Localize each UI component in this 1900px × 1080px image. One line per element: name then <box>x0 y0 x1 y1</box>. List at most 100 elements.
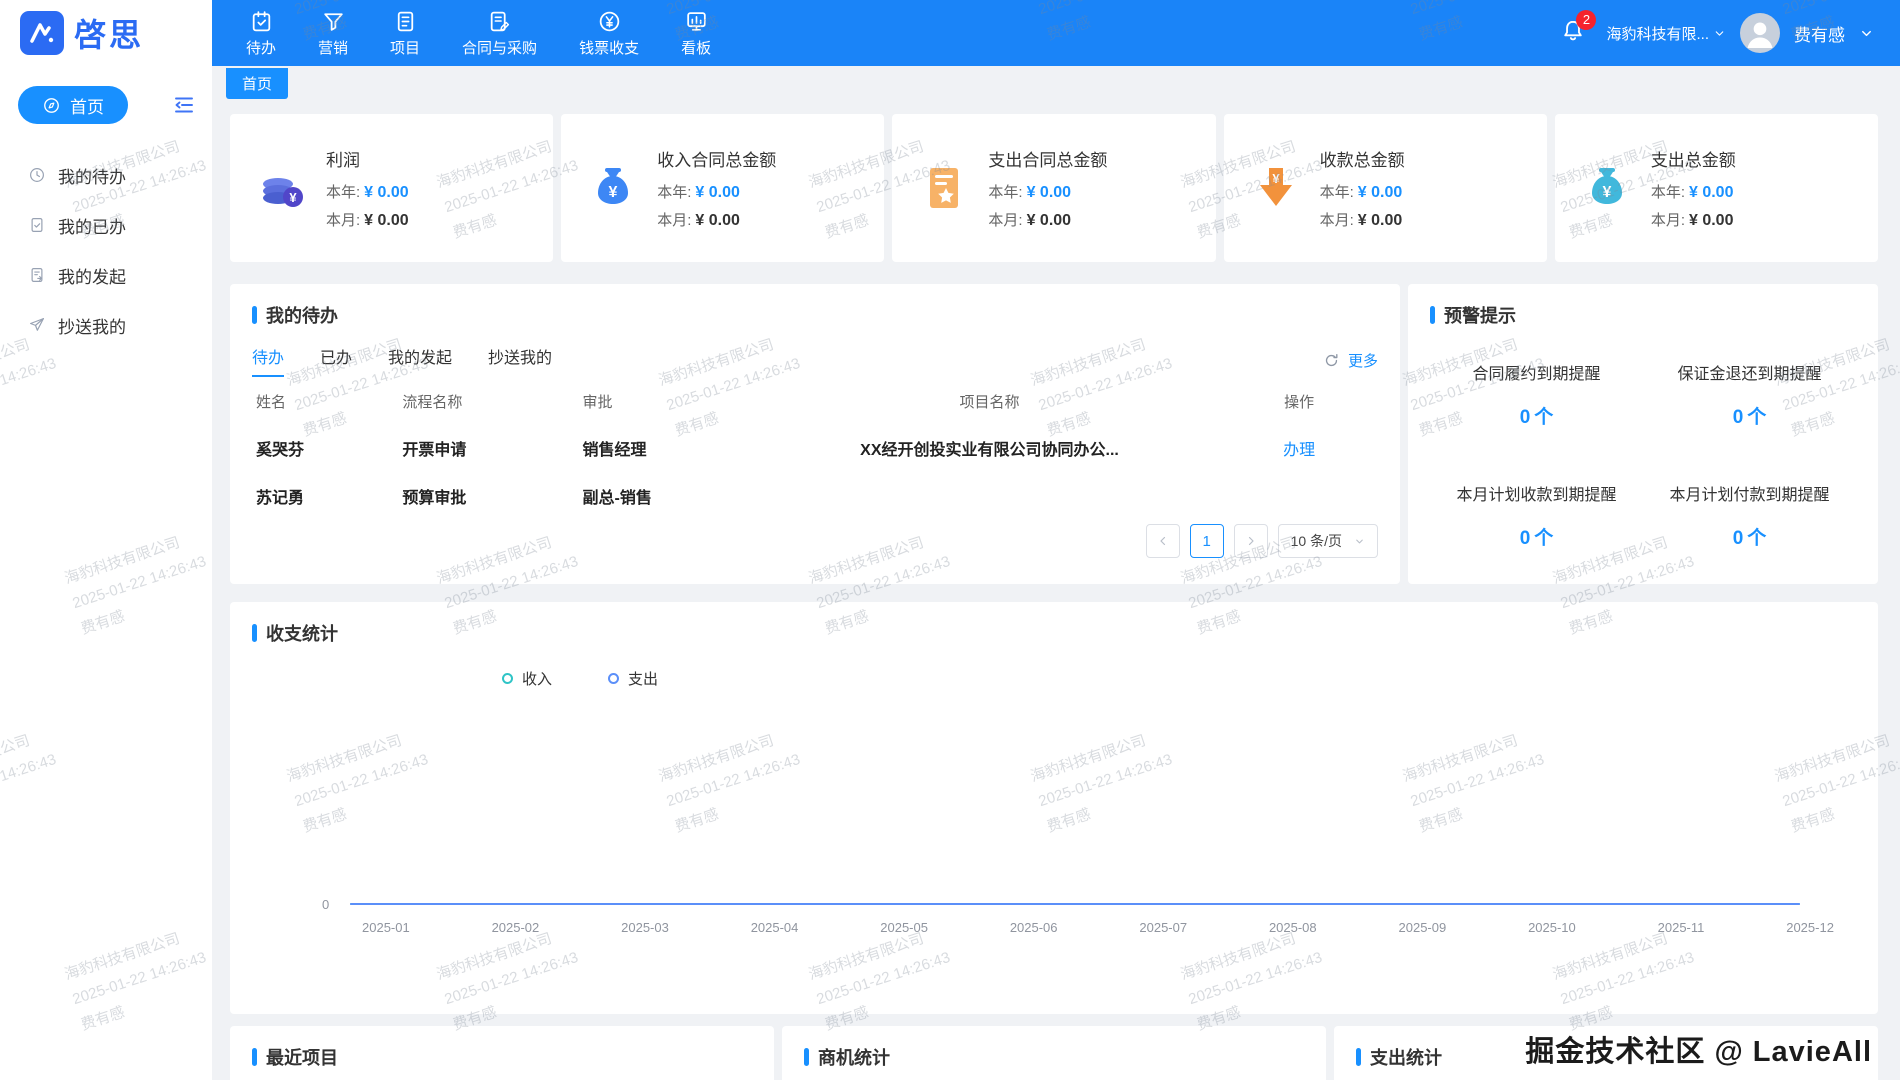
project-document-icon <box>397 11 413 31</box>
prev-page-button[interactable] <box>1145 524 1180 558</box>
year-label: 本年: <box>1319 184 1354 201</box>
x-axis-tick: 2025-12 <box>1786 920 1834 935</box>
nav-item-label: 项目 <box>390 39 421 57</box>
cell-approval: 销售经理 <box>582 442 647 459</box>
nav-item-money-flow[interactable]: 钱票收支 <box>579 9 639 58</box>
month-value: ¥ 0.00 <box>1688 212 1734 229</box>
tab-cc[interactable]: 抄送我的 <box>488 350 553 367</box>
collapse-sidebar-button[interactable] <box>172 93 196 117</box>
stat-card-title: 支出合同总金额 <box>988 151 1108 170</box>
line-chart-plot: 0 2025-01 2025-02 2025-03 2025-04 2025-05 202… <box>322 699 1834 939</box>
nav-item-dashboard[interactable]: 看板 <box>681 9 711 58</box>
money-bag-teal-icon: ¥ <box>1591 168 1622 204</box>
nav-item-label: 钱票收支 <box>579 39 640 57</box>
nav-item-marketing[interactable]: 营销 <box>318 9 348 58</box>
compass-icon <box>44 97 59 113</box>
handle-link[interactable]: 办理 <box>1283 442 1316 459</box>
stat-card-title: 支出总金额 <box>1650 151 1736 170</box>
page-number-button[interactable]: 1 <box>1189 524 1224 558</box>
home-button-label: 首页 <box>70 97 104 117</box>
title-accent-bar <box>252 1048 257 1066</box>
brand-logo: 啓思 <box>0 0 212 66</box>
x-axis-tick: 2025-10 <box>1528 920 1576 935</box>
page-size-select[interactable]: 10 条/页 <box>1277 524 1378 558</box>
month-value: ¥ 0.00 <box>1026 212 1072 229</box>
sidebar-item-my-initiated[interactable]: 我的发起 <box>0 250 212 300</box>
tab-initiated[interactable]: 我的发起 <box>388 350 453 367</box>
sidebar-item-label: 我的待办 <box>58 167 126 187</box>
stat-card-income-contract: ¥ 收入合同总金额 本年: ¥ 0.00 本月: ¥ 0.00 <box>561 114 885 262</box>
x-axis-tick: 2025-09 <box>1398 920 1447 935</box>
month-label: 本月: <box>326 212 361 229</box>
title-accent-bar <box>252 624 257 642</box>
yen-circle-icon <box>599 11 619 31</box>
stat-card-title: 利润 <box>326 151 360 170</box>
refresh-button[interactable] <box>1323 352 1340 369</box>
sidebar-item-my-todo[interactable]: 我的待办 <box>0 150 212 200</box>
x-axis-tick: 2025-05 <box>880 920 928 935</box>
top-navigation: 待办 营销 项目 合同与采购 <box>246 9 711 58</box>
nav-item-label: 营销 <box>318 39 349 57</box>
year-value: ¥ 0.00 <box>364 184 409 201</box>
cell-approval: 副总-销售 <box>582 490 652 507</box>
title-accent-bar <box>252 306 257 324</box>
table-row: 苏记勇 预算审批 副总-销售 <box>252 472 1378 520</box>
todo-table: 姓名 流程名称 审批 项目名称 操作 奚哭芬 开票申请 销售经理 XX经开创投实 <box>252 379 1378 520</box>
sidebar-item-my-done[interactable]: 我的已办 <box>0 200 212 250</box>
money-bag-blue-icon: ¥ <box>598 168 629 204</box>
bottom-row: 最近项目 商机统计 支出统计 <box>230 1026 1878 1080</box>
nav-item-todo[interactable]: 待办 <box>246 9 276 58</box>
title-accent-bar <box>1356 1048 1361 1066</box>
home-button[interactable]: 首页 <box>18 86 128 124</box>
panel-title: 收支统计 <box>252 620 1856 646</box>
main-content: ¥ 利润 本年: ¥ 0.00 本月: ¥ 0.00 ¥ 收入合同总金额 本年: <box>212 100 1900 1080</box>
x-axis-tick: 2025-02 <box>491 920 540 935</box>
company-selector[interactable]: 海豹科技有限... <box>1606 23 1726 44</box>
opportunity-stats-panel: 商机统计 <box>782 1026 1326 1080</box>
nav-item-contract-procurement[interactable]: 合同与采购 <box>462 9 537 58</box>
year-label: 本年: <box>988 184 1023 201</box>
stat-card-title: 收入合同总金额 <box>657 151 777 170</box>
alert-unit: 个 <box>1534 528 1554 549</box>
user-menu-button[interactable] <box>1859 26 1874 41</box>
chart-legend: 收入 支出 <box>502 668 1856 689</box>
sidebar-item-cc-to-me[interactable]: 抄送我的 <box>0 300 212 350</box>
x-axis-labels: 2025-01 2025-02 2025-03 2025-04 2025-05 2025-… <box>362 920 1834 935</box>
year-label: 本年: <box>326 184 361 201</box>
stat-card-receipts: ¥ 收款总金额 本年: ¥ 0.00 本月: ¥ 0.00 <box>1223 114 1547 262</box>
user-avatar-icon <box>1747 22 1773 48</box>
year-value: ¥ 0.00 <box>695 184 740 201</box>
cell-flow: 预算审批 <box>402 490 467 507</box>
legend-item-expense[interactable]: 支出 <box>608 668 658 689</box>
alert-count: 0 <box>1732 528 1744 549</box>
sidebar-item-label: 我的发起 <box>58 267 126 287</box>
document-send-icon <box>31 268 43 282</box>
next-page-button[interactable] <box>1233 524 1268 558</box>
month-label: 本月: <box>1650 212 1685 229</box>
tab-home[interactable]: 首页 <box>226 68 289 99</box>
user-name[interactable]: 费有感 <box>1794 25 1845 45</box>
month-value: ¥ 0.00 <box>364 212 409 229</box>
notifications-button[interactable]: 2 <box>1560 9 1597 49</box>
more-link[interactable]: 更多 <box>1347 353 1378 370</box>
tab-pending[interactable]: 待办 <box>252 344 285 377</box>
year-value: ¥ 0.00 <box>1688 184 1734 201</box>
chevron-left-icon <box>1160 536 1165 546</box>
alert-count: 0 <box>1732 407 1744 428</box>
legend-item-income[interactable]: 收入 <box>502 668 552 689</box>
nav-item-project[interactable]: 项目 <box>390 9 420 58</box>
alert-count: 0 <box>1519 528 1531 549</box>
notification-badge: 2 <box>1576 9 1597 30</box>
stat-card-profit: ¥ 利润 本年: ¥ 0.00 本月: ¥ 0.00 <box>230 114 554 262</box>
year-value: ¥ 0.00 <box>1026 184 1072 201</box>
avatar[interactable] <box>1740 13 1780 53</box>
tab-done[interactable]: 已办 <box>320 350 353 367</box>
credit-text: 掘金技术社区 @ LavieAll <box>1525 1036 1872 1068</box>
company-name: 海豹科技有限... <box>1606 25 1709 43</box>
stat-card-title: 收款总金额 <box>1319 151 1405 170</box>
my-todo-panel: 我的待办 待办 已办 我的发起 抄送我的 更多 <box>230 284 1400 584</box>
